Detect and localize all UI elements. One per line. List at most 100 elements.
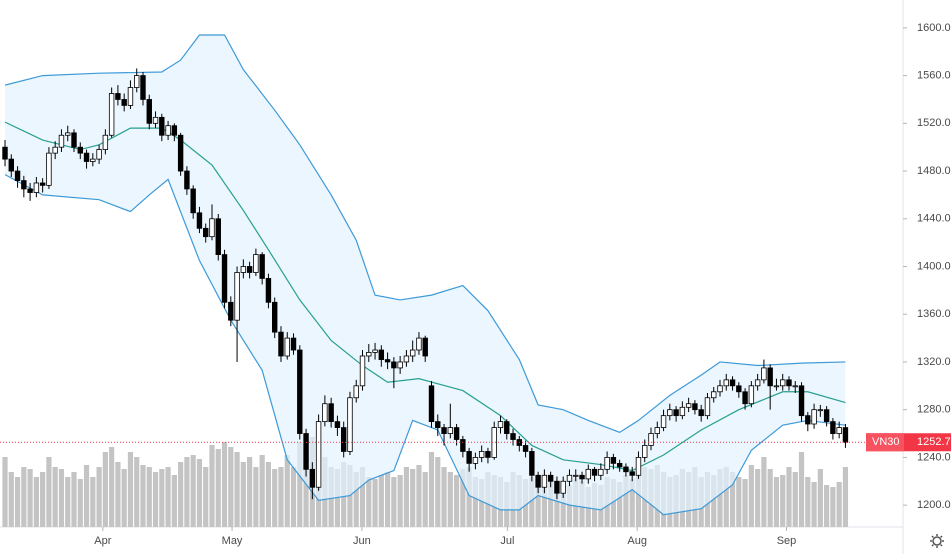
volume-bar <box>717 469 723 527</box>
candle-body <box>140 75 146 100</box>
candle-body <box>761 367 767 381</box>
candle-body <box>2 146 8 160</box>
candle-body <box>717 385 723 393</box>
volume-bar <box>824 485 830 527</box>
volume-bar <box>635 472 642 527</box>
volume-bar <box>90 477 96 527</box>
volume-bar <box>33 477 39 527</box>
volume-bar <box>773 477 780 527</box>
volume-bar <box>196 459 203 527</box>
volume-bar <box>209 445 215 527</box>
volume-bar <box>541 485 547 527</box>
band-fill <box>5 35 846 515</box>
candle-body <box>228 301 234 321</box>
candle-body <box>115 93 121 100</box>
volume-bar <box>748 465 754 527</box>
candle-body <box>554 480 560 494</box>
candle-body <box>184 170 190 190</box>
volume-bar <box>560 482 566 527</box>
candle-body <box>278 331 284 357</box>
candle-body <box>466 451 472 464</box>
volume-bar <box>234 452 240 527</box>
volume-bar <box>761 457 767 527</box>
settings-icon[interactable] <box>930 534 944 548</box>
candle-body <box>246 266 253 273</box>
candle-body <box>366 352 372 357</box>
candle-body <box>522 445 529 452</box>
candle-body <box>159 116 165 136</box>
volume-bar <box>610 479 616 527</box>
volume-bar <box>384 472 391 527</box>
candle-body <box>134 75 140 88</box>
candle-body <box>27 188 33 193</box>
y-tick-label: 1560.0 <box>917 69 951 81</box>
band-line <box>4 121 846 472</box>
candle-body <box>8 158 14 172</box>
candle-body <box>610 457 617 464</box>
candle-body <box>692 403 698 411</box>
volume-bar <box>2 457 8 527</box>
candle-body <box>416 337 422 351</box>
candle-body <box>259 254 265 279</box>
candle-body <box>773 385 780 388</box>
volume-bar <box>359 467 366 527</box>
candle-body <box>805 415 811 425</box>
volume-bar <box>767 469 773 527</box>
candle-body <box>642 445 648 458</box>
candle-body <box>792 385 798 388</box>
candle-body <box>541 474 548 488</box>
volume-bar <box>723 467 729 527</box>
volume-bar <box>416 465 422 527</box>
volume-bar <box>548 479 554 527</box>
candle-body <box>334 421 341 428</box>
candle-body <box>673 409 679 417</box>
volume-bar <box>805 477 811 527</box>
candle-body <box>190 188 196 214</box>
volume-bar <box>65 477 71 527</box>
volume-bar <box>428 452 435 527</box>
candle-body <box>842 427 849 443</box>
volume-bar <box>152 472 159 527</box>
volume-bar <box>535 482 541 527</box>
candle-body <box>585 468 591 480</box>
volume-bar <box>830 487 836 527</box>
candle-body <box>428 385 435 423</box>
candle-body <box>14 170 21 181</box>
candle-body <box>504 421 510 434</box>
y-tick-label: 1200.0 <box>917 499 951 511</box>
candle-body <box>303 433 309 470</box>
x-tick-label: Apr <box>94 535 111 547</box>
volume-bar <box>115 462 121 527</box>
candle-body <box>422 337 428 357</box>
volume-bar <box>253 467 259 527</box>
volume-bar <box>121 469 127 527</box>
volume-bar <box>134 457 140 527</box>
candle-body <box>566 474 573 482</box>
volume-bar <box>290 467 297 527</box>
candle-body <box>629 471 635 476</box>
volume-bar <box>127 452 134 527</box>
volume-bar <box>83 465 90 527</box>
y-tick-label: 1320.0 <box>917 356 951 368</box>
volume-bar <box>453 475 460 527</box>
candle-body <box>177 134 184 172</box>
x-tick-label: Aug <box>627 535 647 547</box>
candle-body <box>171 125 178 136</box>
volume-bar <box>736 477 742 527</box>
volume-bar <box>184 457 190 527</box>
volume-bar <box>259 455 265 527</box>
volume-bar <box>447 472 453 527</box>
symbol-tag <box>866 433 904 452</box>
candle-body <box>667 409 673 417</box>
candle-body <box>535 474 541 488</box>
candle-body <box>529 451 535 476</box>
volume-bar <box>422 472 428 527</box>
x-tick-label: Sep <box>777 535 797 547</box>
candle-body <box>96 149 102 160</box>
volume-bar <box>159 469 165 527</box>
band-line <box>4 34 846 434</box>
candle-body <box>447 427 454 434</box>
volume-bar <box>817 469 823 527</box>
candle-body <box>90 158 96 162</box>
